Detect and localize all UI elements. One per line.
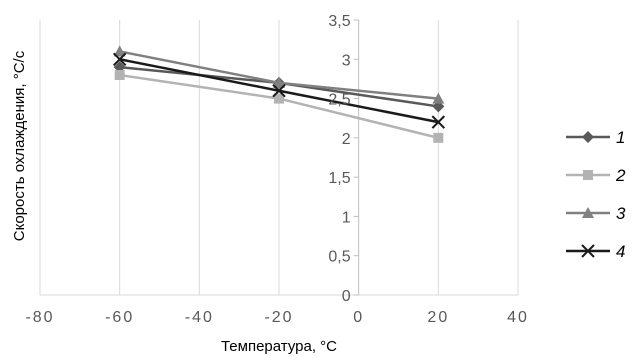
legend-marker-1 — [582, 131, 594, 143]
y-tick-label: 1 — [342, 209, 351, 226]
grid — [39, 20, 519, 295]
x-axis-label: Температура, °C — [221, 338, 337, 355]
series-3-point — [432, 92, 445, 104]
legend-label-1: 1 — [616, 128, 625, 147]
series-3-point — [273, 76, 285, 88]
axes — [40, 19, 518, 296]
series-2-point — [433, 132, 444, 143]
y-tick-label: 0 — [342, 288, 351, 305]
series-2-point — [114, 70, 125, 80]
x-tick-label: -60 — [105, 309, 134, 326]
x-tick-label: 20 — [427, 309, 449, 326]
x-tick-label: -40 — [185, 309, 214, 326]
legend-label-3: 3 — [616, 204, 626, 223]
legend-label-2: 2 — [615, 166, 626, 185]
legend-marker-2 — [583, 170, 593, 180]
legend-marker-3 — [582, 207, 594, 218]
y-tick-label: 3 — [342, 52, 351, 69]
plot-area — [112, 45, 446, 143]
y-axis-label: Скорость охлаждения, °C/с — [11, 50, 28, 241]
series-4-point — [431, 115, 446, 129]
tick-labels: 0 0,5 1 1,5 2 2,5 3 3,5 -80 -60 -40 -20 0 20 40 — [25, 13, 529, 326]
x-tick-label: -20 — [264, 309, 293, 326]
series-4-point — [112, 52, 127, 66]
x-tick-label: 40 — [507, 309, 529, 326]
series-4-point — [272, 84, 286, 98]
legend-marker-4 — [581, 244, 595, 258]
y-tick-label: 3,5 — [328, 13, 350, 30]
x-tick-label: -80 — [25, 309, 54, 326]
legend: 1 2 3 4 — [566, 128, 626, 261]
x-tick-label: 0 — [353, 309, 364, 326]
series-2-point — [274, 93, 284, 104]
legend-label-4: 4 — [616, 242, 625, 261]
y-tick-label: 2 — [342, 131, 351, 148]
series-3-point — [113, 45, 126, 57]
y-tick-label: 1,5 — [328, 170, 350, 187]
y-tick-label: 0,5 — [328, 249, 350, 266]
y-tick-label: 2,5 — [328, 92, 350, 109]
